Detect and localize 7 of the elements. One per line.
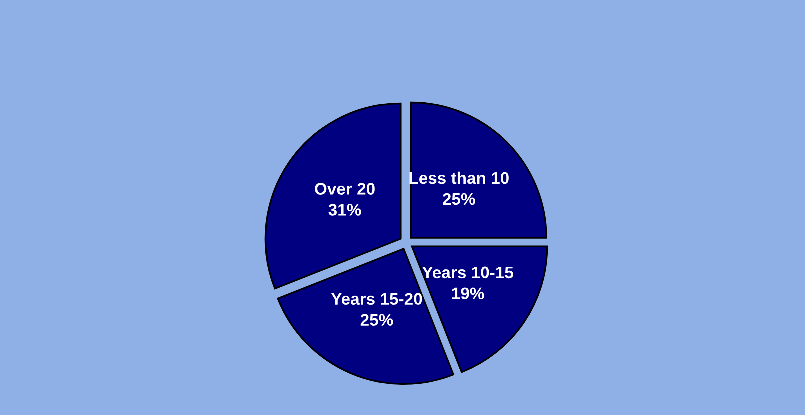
data-label: 25%	[360, 314, 394, 326]
slice-label: Over 20	[315, 183, 375, 195]
data-label: 31%	[328, 204, 362, 216]
data-label: 19%	[452, 288, 484, 300]
data-label: 25%	[443, 193, 476, 206]
slice-label: Years 15-20	[331, 293, 422, 306]
slice-label: Years 10-15	[422, 266, 514, 279]
